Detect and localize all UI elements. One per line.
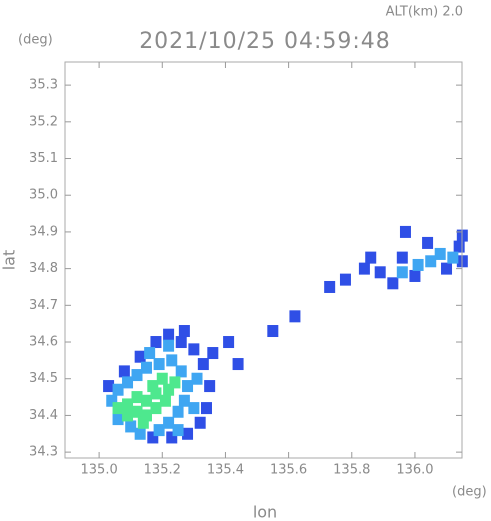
echo-cell xyxy=(169,376,181,389)
echo-cell xyxy=(125,420,137,433)
echo-cell xyxy=(191,372,203,385)
echo-cell xyxy=(106,394,118,407)
echo-cell xyxy=(163,328,175,341)
echo-cell xyxy=(112,402,124,415)
y-tick-label: 34.3 xyxy=(29,445,58,460)
plot-frame xyxy=(64,61,463,459)
echo-cell xyxy=(150,336,162,349)
y-tick-label: 34.8 xyxy=(29,261,58,276)
echo-cell xyxy=(182,427,194,440)
y-tick-label: 35.1 xyxy=(29,151,58,166)
echo-cell xyxy=(223,336,235,349)
echo-cell xyxy=(178,394,190,407)
echo-cell xyxy=(425,255,437,268)
echo-cell xyxy=(396,251,408,264)
echo-cell xyxy=(144,347,156,360)
echo-cell xyxy=(172,424,184,437)
echo-cell xyxy=(339,273,351,286)
echo-cell xyxy=(147,431,159,444)
echo-cell xyxy=(140,394,152,407)
echo-cell xyxy=(172,405,184,418)
echo-cell xyxy=(150,387,162,400)
echo-cell xyxy=(422,236,434,249)
echo-cell xyxy=(365,251,377,264)
echo-cell xyxy=(447,251,459,264)
x-tick-label: 135.8 xyxy=(333,463,370,478)
echo-cell xyxy=(134,427,146,440)
echo-cell xyxy=(131,369,143,382)
echo-cell xyxy=(182,380,194,393)
chart-title: 2021/10/25 04:59:48 xyxy=(139,29,391,54)
echo-cell xyxy=(289,310,301,323)
y-tick-label: 35.3 xyxy=(29,78,58,93)
y-axis-label: lat xyxy=(0,250,19,271)
echo-cells xyxy=(103,225,468,444)
x-tick-label: 135.2 xyxy=(144,463,181,478)
echo-cell xyxy=(140,409,152,422)
x-tick-label: 135.6 xyxy=(270,463,307,478)
echo-cell xyxy=(175,336,187,349)
y-tick-label: 35.0 xyxy=(29,188,58,203)
echo-cell xyxy=(112,413,124,426)
echo-cell xyxy=(453,240,465,253)
echo-cell xyxy=(131,405,143,418)
echo-cell xyxy=(358,262,370,275)
echo-cell xyxy=(103,380,115,393)
echo-cell xyxy=(188,402,200,415)
echo-cell xyxy=(147,380,159,393)
echo-cell xyxy=(137,416,149,429)
echo-cell xyxy=(197,358,209,371)
echo-cell xyxy=(122,376,134,389)
x-axis-label: lon xyxy=(253,503,277,521)
x-tick-label: 136.0 xyxy=(396,463,433,478)
y-tick-label: 34.4 xyxy=(29,408,58,423)
y-tick-label: 34.9 xyxy=(29,224,58,239)
echo-cell xyxy=(207,347,219,360)
echo-cell xyxy=(178,325,190,338)
echo-cell xyxy=(396,266,408,279)
echo-cell xyxy=(163,416,175,429)
echo-cell xyxy=(150,402,162,415)
echo-cell xyxy=(153,424,165,437)
echo-cell xyxy=(200,402,212,415)
echo-cell xyxy=(324,280,336,293)
x-tick-label: 135.0 xyxy=(81,463,118,478)
x-tick-label: 135.4 xyxy=(207,463,244,478)
echo-cell xyxy=(232,358,244,371)
y-tick-label: 35.2 xyxy=(29,114,58,129)
echo-cell xyxy=(122,409,134,422)
echo-cell xyxy=(163,339,175,352)
echo-cell xyxy=(118,365,130,378)
echo-cell xyxy=(156,372,168,385)
echo-cell xyxy=(175,365,187,378)
echo-cell xyxy=(163,383,175,396)
echo-cell xyxy=(194,416,206,429)
echo-cell xyxy=(153,358,165,371)
x-unit: (deg) xyxy=(452,485,487,500)
y-tick-label: 34.6 xyxy=(29,335,58,350)
echo-cell xyxy=(374,266,386,279)
y-unit: (deg) xyxy=(18,33,53,48)
echo-cell xyxy=(112,383,124,396)
echo-cell xyxy=(166,354,178,367)
echo-cell xyxy=(122,398,134,411)
echo-cell xyxy=(166,431,178,444)
echo-cell xyxy=(412,258,424,271)
y-tick-label: 34.7 xyxy=(29,298,58,313)
echo-cell xyxy=(267,325,279,338)
echo-cell xyxy=(434,247,446,260)
echo-cell xyxy=(399,225,411,238)
echo-cell xyxy=(140,361,152,374)
echo-cell xyxy=(188,343,200,356)
echo-cell xyxy=(159,394,171,407)
y-tick-label: 34.5 xyxy=(29,371,58,386)
echo-cell xyxy=(409,269,421,282)
echo-cell xyxy=(204,380,216,393)
altitude-label: ALT(km) 2.0 xyxy=(386,5,463,20)
echo-cell xyxy=(131,391,143,404)
echo-cell xyxy=(441,262,453,275)
echo-cell xyxy=(387,277,399,290)
echo-cell xyxy=(134,350,146,363)
